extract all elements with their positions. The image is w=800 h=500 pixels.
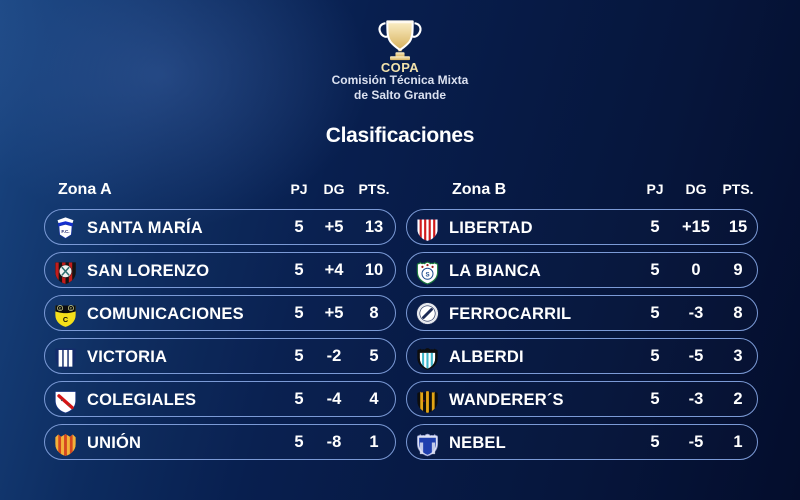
svg-text:F.C.: F.C.: [61, 229, 69, 234]
svg-text:S: S: [425, 271, 429, 278]
svg-text:C: C: [63, 315, 69, 324]
